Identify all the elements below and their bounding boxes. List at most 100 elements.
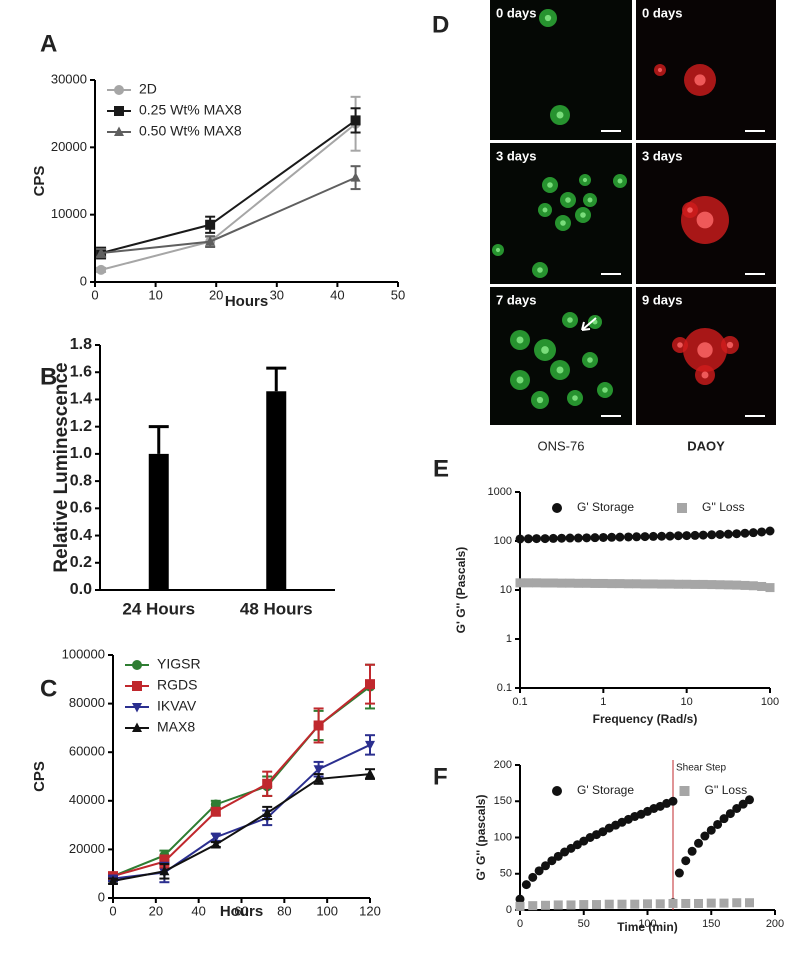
point bbox=[665, 579, 675, 589]
series-line bbox=[112, 773, 371, 882]
point bbox=[210, 806, 221, 817]
point bbox=[694, 898, 703, 908]
point bbox=[765, 583, 775, 593]
cell-core bbox=[560, 220, 566, 226]
point bbox=[515, 534, 525, 544]
cell-core bbox=[697, 342, 713, 358]
y-tick-label: 1.6 bbox=[70, 363, 92, 380]
point bbox=[715, 580, 725, 590]
y-tick-label: 150 bbox=[494, 795, 512, 807]
y-tick-label: 0.1 bbox=[497, 682, 512, 694]
x-tick-label: 0.1 bbox=[512, 696, 527, 708]
point bbox=[582, 578, 592, 588]
point bbox=[205, 236, 216, 246]
point bbox=[707, 530, 717, 540]
series-line bbox=[112, 683, 371, 878]
y-tick-label: 20000 bbox=[69, 841, 105, 856]
legend-marker bbox=[114, 106, 124, 116]
cell-core bbox=[696, 211, 714, 229]
point bbox=[210, 839, 221, 849]
point bbox=[690, 579, 700, 589]
point bbox=[657, 579, 667, 589]
point bbox=[617, 899, 627, 909]
point bbox=[698, 530, 708, 540]
point bbox=[682, 579, 692, 589]
point bbox=[365, 768, 375, 779]
legend-label: G'' Loss bbox=[705, 783, 748, 797]
point bbox=[665, 531, 675, 541]
point bbox=[632, 579, 642, 589]
point bbox=[732, 529, 742, 539]
panel-label: F bbox=[433, 763, 448, 790]
x-axis-label: Time (min) bbox=[617, 920, 677, 934]
point bbox=[553, 851, 563, 861]
panel-label: D bbox=[432, 11, 449, 38]
point bbox=[262, 807, 273, 817]
point bbox=[565, 533, 575, 543]
cell-core bbox=[617, 178, 623, 184]
point bbox=[573, 578, 583, 588]
point bbox=[523, 534, 533, 544]
point bbox=[668, 796, 678, 806]
legend-label: 0.50 Wt% MAX8 bbox=[139, 123, 242, 139]
cell-core bbox=[516, 376, 524, 384]
point bbox=[96, 264, 107, 275]
point bbox=[541, 861, 550, 871]
y-tick-label: 0.0 bbox=[70, 581, 92, 598]
point bbox=[732, 898, 742, 908]
point bbox=[725, 809, 735, 819]
point bbox=[592, 900, 601, 910]
point bbox=[732, 580, 742, 590]
point bbox=[674, 868, 684, 878]
point bbox=[690, 530, 700, 540]
point bbox=[715, 529, 725, 539]
point bbox=[630, 899, 640, 909]
point bbox=[623, 532, 633, 542]
cell-core bbox=[547, 182, 553, 188]
panel-label: E bbox=[433, 455, 449, 482]
point bbox=[515, 901, 525, 911]
point bbox=[732, 804, 742, 813]
point bbox=[210, 833, 221, 843]
y-tick-label: 200 bbox=[494, 759, 512, 771]
point bbox=[623, 579, 633, 589]
x-tick-label: 0 bbox=[91, 287, 98, 302]
cell-core bbox=[694, 74, 706, 86]
point bbox=[557, 578, 567, 588]
y-tick-label: 30000 bbox=[51, 71, 87, 86]
point bbox=[640, 532, 650, 542]
x-tick-label: 80 bbox=[277, 903, 291, 918]
point bbox=[706, 898, 716, 908]
point bbox=[534, 866, 544, 876]
point bbox=[648, 579, 658, 589]
point bbox=[553, 900, 563, 910]
legend-marker bbox=[552, 786, 562, 796]
point bbox=[313, 720, 324, 731]
y-tick-label: 1.0 bbox=[70, 445, 92, 462]
legend-marker bbox=[679, 786, 690, 796]
point bbox=[565, 578, 575, 588]
point bbox=[615, 532, 625, 542]
legend-marker bbox=[114, 85, 124, 95]
series-line bbox=[100, 176, 356, 255]
series-line bbox=[112, 744, 371, 880]
legend-marker bbox=[677, 503, 687, 513]
point bbox=[607, 532, 617, 542]
point bbox=[740, 528, 750, 538]
point bbox=[673, 579, 683, 589]
point bbox=[604, 899, 614, 909]
point bbox=[350, 172, 361, 182]
day-label: 0 days bbox=[642, 5, 682, 20]
cell-core bbox=[701, 371, 709, 379]
y-tick-label: 1.4 bbox=[70, 391, 92, 408]
point bbox=[681, 898, 691, 908]
point bbox=[159, 856, 170, 867]
legend-label: IKVAV bbox=[157, 698, 197, 714]
panel-label: C bbox=[40, 675, 57, 702]
y-axis-label: CPS bbox=[31, 166, 48, 197]
legend-marker bbox=[132, 722, 142, 732]
point bbox=[540, 578, 550, 588]
y-tick-label: 60000 bbox=[69, 744, 105, 759]
cell-core bbox=[587, 357, 593, 363]
point bbox=[350, 115, 361, 126]
